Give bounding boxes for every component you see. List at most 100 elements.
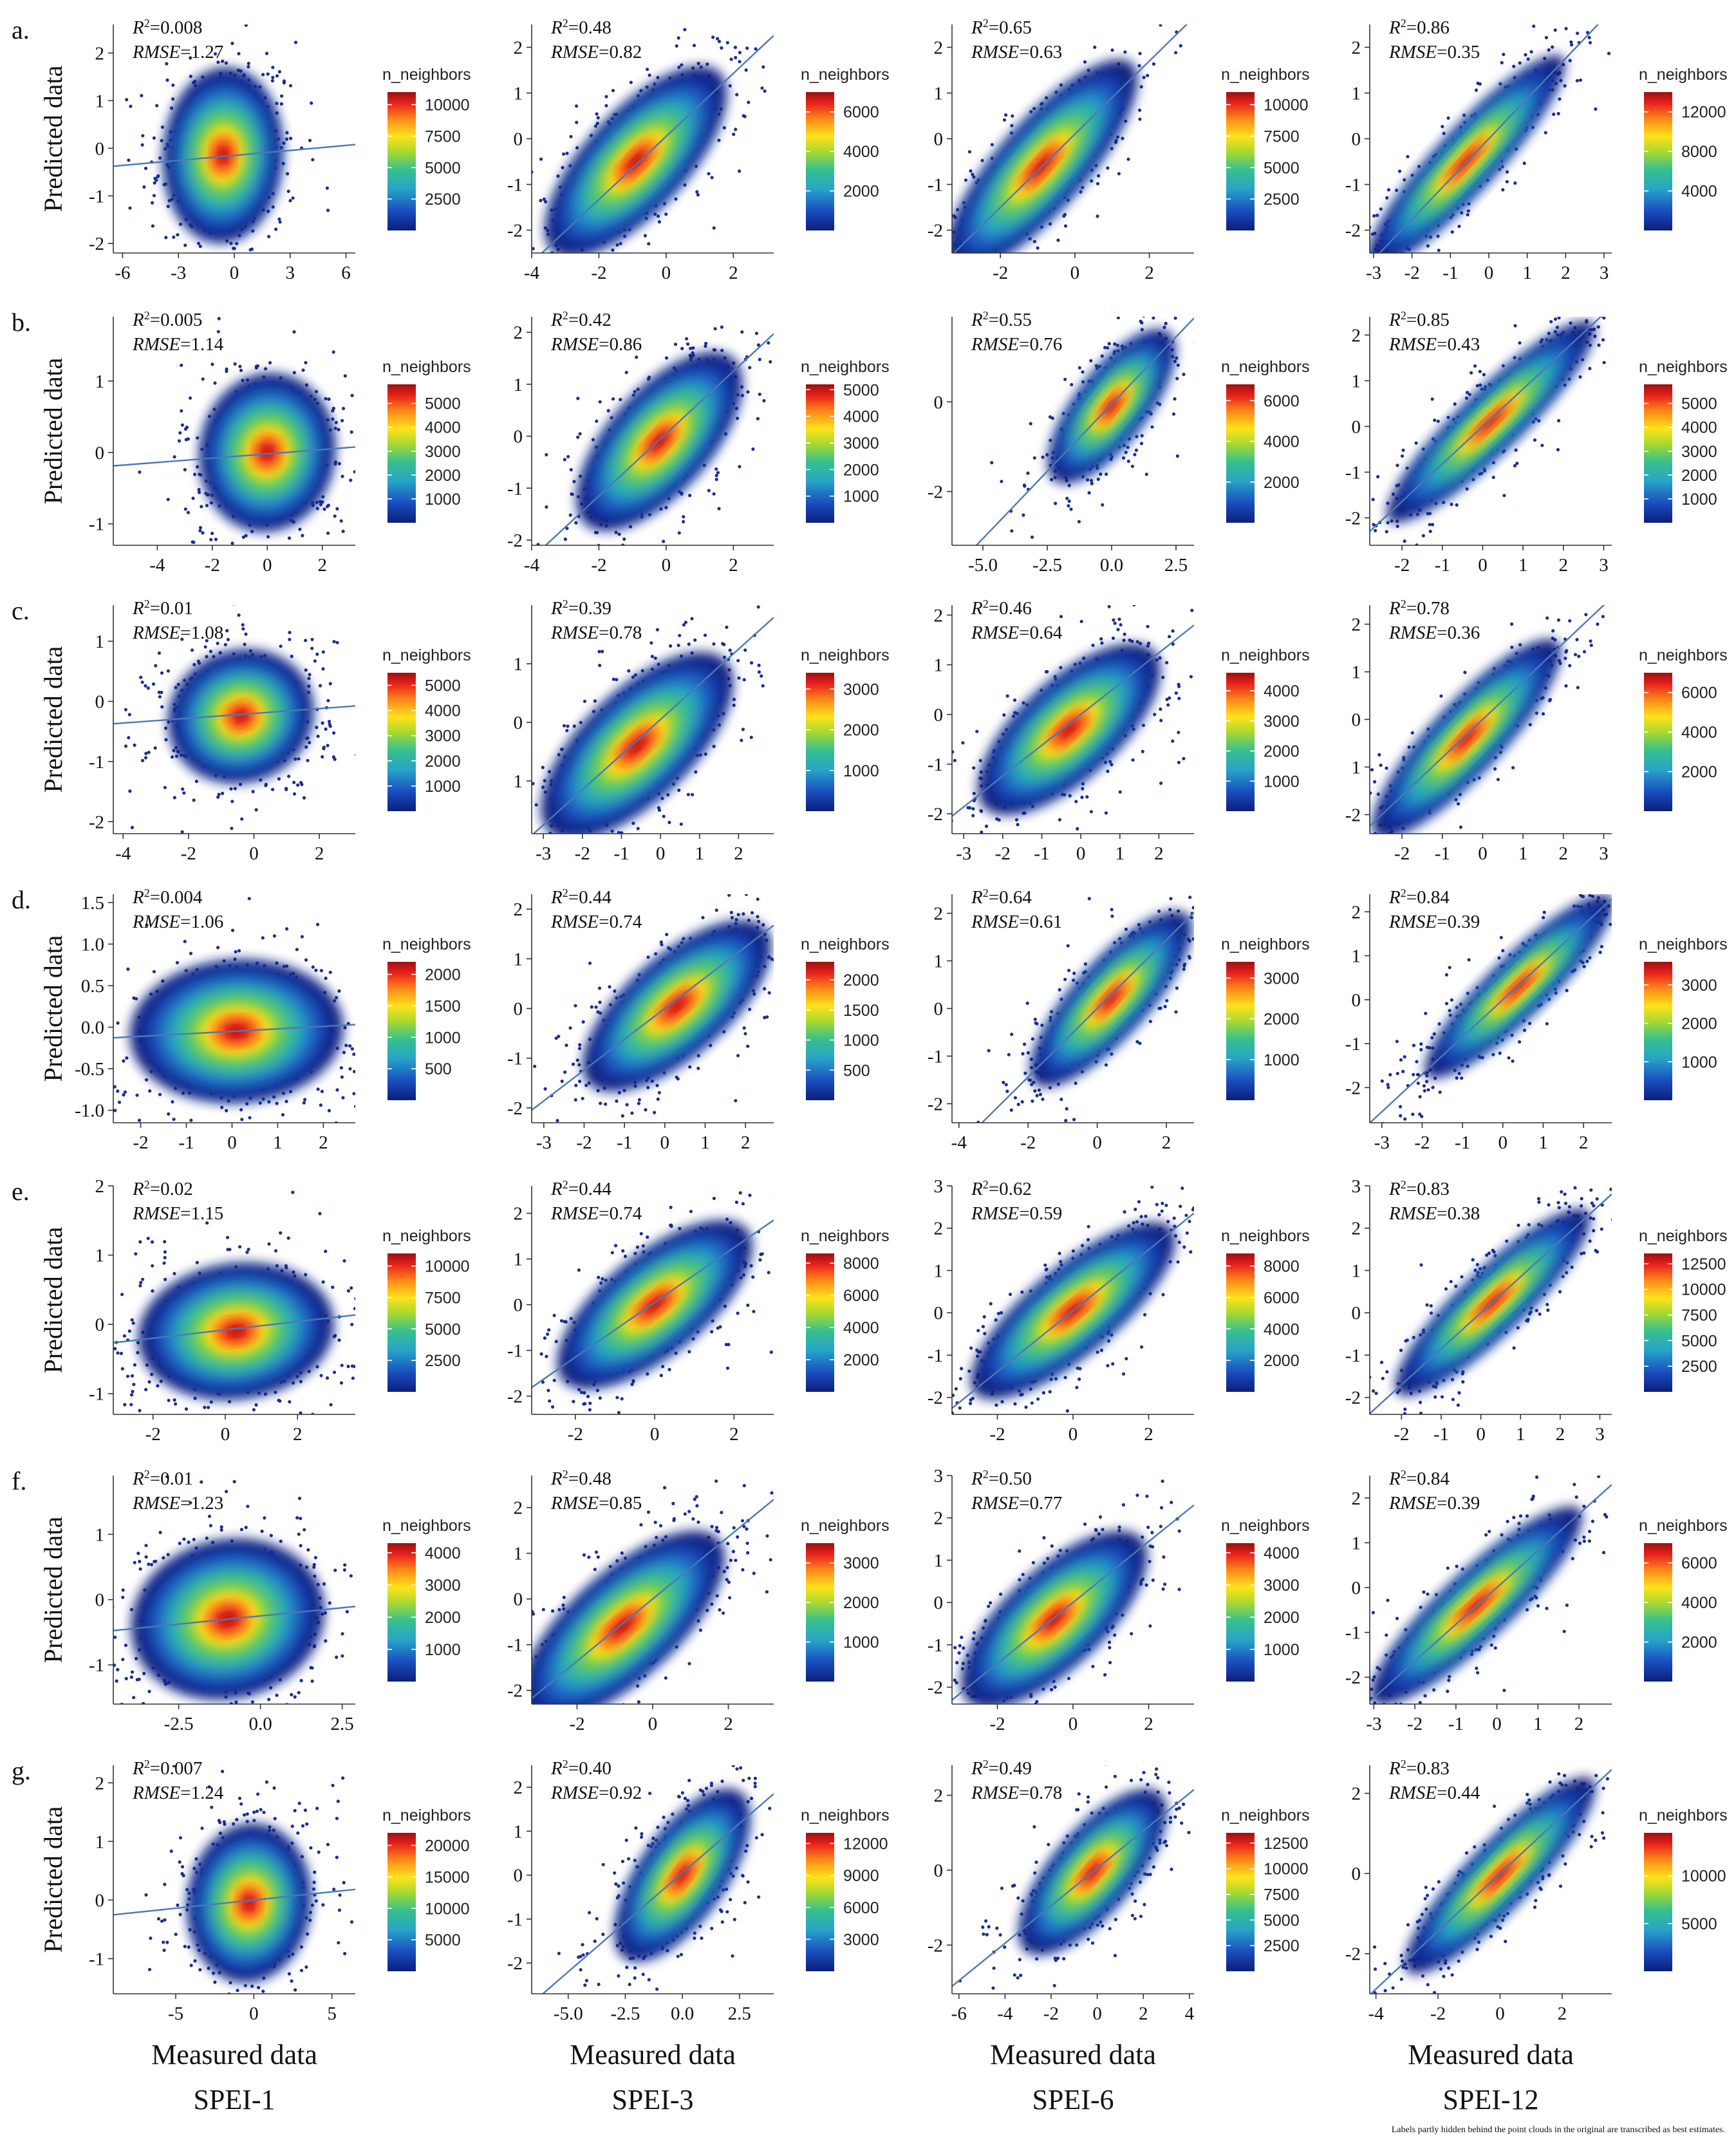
colorbar-tick-label: 2000 (425, 467, 461, 485)
x-tick-label: -2 (1405, 263, 1420, 283)
scatter-point (321, 500, 324, 504)
scatter-point (1193, 267, 1196, 270)
scatter-point (518, 613, 521, 616)
scatter-point (1145, 299, 1148, 303)
x-tick-label: 1 (695, 843, 705, 864)
scatter-point (285, 787, 288, 791)
scatter-point (943, 271, 946, 274)
scatter-point (1433, 418, 1437, 422)
scatter-point (738, 465, 742, 469)
scatter-point (292, 792, 297, 796)
scatter-point (1177, 760, 1181, 764)
x-tick-label: 2 (315, 843, 324, 864)
density-layers (163, 68, 283, 243)
scatter-point (556, 866, 559, 869)
scatter-point (1363, 224, 1366, 227)
colorbar (1644, 384, 1672, 523)
y-tick-label: -2 (1345, 221, 1361, 241)
scatter-point (959, 256, 962, 259)
scatter-point (1526, 57, 1530, 61)
scatter-point (946, 267, 949, 270)
scatter-point (690, 617, 694, 621)
scatter-point (205, 493, 209, 497)
scatter-point (1191, 589, 1194, 592)
scatter-point (680, 492, 684, 496)
density-level (1459, 155, 1473, 169)
scatter-point (301, 368, 305, 372)
scatter-point (192, 540, 196, 545)
scatter-point (287, 774, 291, 778)
scatter-point (600, 844, 603, 847)
scatter-point (1361, 477, 1364, 480)
scatter-point (183, 243, 187, 247)
y-tick-label: 2 (514, 38, 523, 59)
scatter-point (941, 268, 944, 271)
scatter-point (163, 390, 167, 393)
scatter-point (1372, 523, 1376, 527)
scatter-point (255, 18, 258, 21)
panel-c-1: -4 -2 0 2-2-101R2=0.01RMSE=1.08n_neighbors1… (89, 597, 471, 864)
scatter-point (899, 825, 902, 829)
scatter-point (213, 381, 217, 385)
scatter-point (220, 549, 223, 552)
density-layers (545, 66, 727, 253)
scatter-point (183, 468, 187, 472)
colorbar-tick-label: 8000 (1681, 143, 1717, 161)
colorbar-tick-label: 3000 (843, 435, 879, 453)
scatter-point (679, 822, 683, 826)
scatter-point (664, 356, 669, 360)
scatter-point (738, 60, 742, 64)
scatter-point (497, 852, 500, 856)
scatter-point (166, 669, 170, 673)
scatter-point (163, 726, 168, 730)
scatter-point (660, 796, 664, 800)
colorbar-title: n_neighbors (382, 358, 471, 376)
scatter-point (238, 364, 242, 368)
scatter-point (1016, 823, 1020, 827)
scatter-point (237, 52, 241, 55)
scatter-point (500, 291, 503, 294)
scatter-point (124, 744, 128, 748)
scatter-point (577, 562, 581, 565)
scatter-point (936, 262, 939, 265)
scatter-point (761, 684, 765, 688)
colorbar (387, 384, 416, 523)
scatter-point (928, 326, 931, 330)
scatter-point (1588, 41, 1592, 44)
scatter-point (1002, 118, 1007, 122)
scatter-point (503, 299, 507, 303)
colorbar (806, 384, 834, 523)
scatter-point (209, 650, 212, 653)
scatter-point (691, 792, 695, 796)
density-cloud (1363, 24, 1611, 253)
scatter-point (316, 735, 320, 738)
scatter-point (197, 487, 201, 492)
scatter-point (816, 319, 819, 323)
scatter-point (210, 362, 214, 366)
scatter-point (570, 839, 573, 842)
scatter-point (1086, 478, 1090, 482)
scatter-point (290, 654, 294, 659)
scatter-point (677, 36, 680, 40)
scatter-point (1135, 314, 1138, 317)
scatter-point (664, 505, 668, 510)
colorbar-tick-label: 2000 (425, 753, 461, 771)
scatter-point (1498, 167, 1502, 171)
scatter-point (144, 166, 148, 171)
y-tick-label: 0 (934, 129, 944, 150)
scatter-point (527, 894, 530, 897)
scatter-point (1473, 364, 1477, 368)
scatter-point (1105, 472, 1108, 476)
scatter-point (496, 858, 499, 861)
scatter-point (781, 327, 784, 330)
scatter-point (129, 104, 133, 108)
scatter-point (271, 205, 275, 209)
scatter-point (334, 420, 338, 424)
scatter-point (498, 236, 501, 239)
scatter-point (695, 190, 699, 194)
scatter-point (931, 834, 935, 837)
scatter-point (286, 189, 290, 193)
scatter-point (562, 152, 566, 156)
colorbar-title: n_neighbors (801, 358, 890, 376)
scatter-point (140, 758, 145, 762)
